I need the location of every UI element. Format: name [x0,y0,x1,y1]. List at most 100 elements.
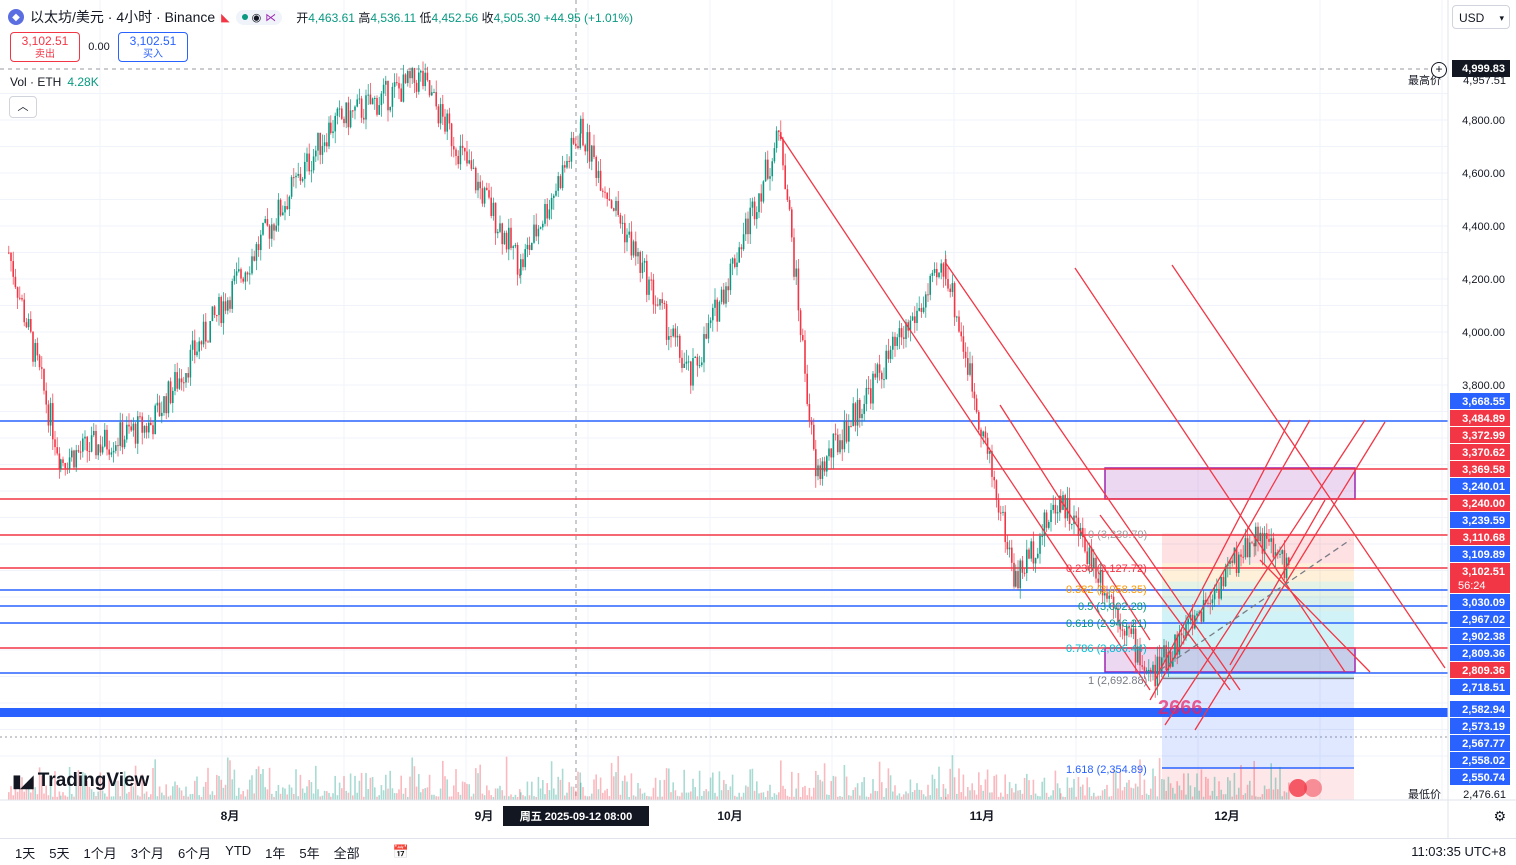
volume-bar [393,793,396,800]
volume-bar [400,775,402,800]
volume-bar [82,772,84,800]
volume-bar [178,787,181,800]
candle-body [586,132,589,152]
candle-body [740,247,743,250]
volume-bar [756,781,758,800]
candle-body [588,132,591,162]
candle-body [1259,532,1261,542]
volume-bar [749,769,751,800]
timeframe-button[interactable]: 3个月 [130,845,164,861]
volume-bar [1056,783,1059,800]
volume-bar [694,787,696,800]
candle-body [535,224,537,237]
volume-bar [363,796,365,800]
candle-body [66,468,69,470]
timeframe-button[interactable]: 5年 [299,845,320,861]
flag-icon[interactable]: ◣ [221,11,230,24]
volume-bar [282,787,284,800]
candle-body [1222,576,1225,587]
price-level-tag-text: 2,582.94 [1462,704,1506,716]
candle-body [139,416,141,418]
volume-bar [338,782,341,800]
volume-bar [635,796,637,800]
timeframe-button[interactable]: 1年 [265,845,286,861]
candle-body [993,476,995,481]
collapse-indicators-button[interactable]: ︿ [9,96,37,118]
candle-body [472,167,475,169]
candle-body [648,279,650,295]
candle-body [1101,570,1104,596]
volume-bar [328,792,330,800]
buy-button[interactable]: 3,102.51 买入 [118,32,188,62]
calendar-icon[interactable]: 📅 [392,844,409,859]
candle-body [198,341,200,352]
candle-body [1068,498,1071,525]
volume-bar [475,768,477,800]
status-pill[interactable]: ◉ ⋉ [235,9,283,25]
volume-bar [1095,796,1097,800]
volume-bar [139,796,141,800]
add-price-alert-icon[interactable]: + [1431,62,1447,78]
volume-bar [909,779,912,800]
timeframe-button[interactable]: 6个月 [177,845,212,861]
volume-bar [1068,787,1071,800]
volume-bar [369,777,372,800]
volume-bar [1224,794,1227,800]
candle-body [422,70,424,87]
candle-body [321,145,324,155]
candle-body [1187,619,1189,625]
volume-bar [1048,796,1050,800]
candle-body [756,212,758,220]
price-level-tag [1450,718,1510,734]
volume-bar [1174,793,1176,800]
volume-bar [1216,796,1218,800]
candle-body [229,300,231,309]
currency-select[interactable]: USD ▾ [1452,5,1510,29]
price-level-tag [1450,594,1510,610]
candle-body [255,244,258,261]
candle-body [420,70,422,73]
volume-bar [255,769,258,800]
volume-bar [180,790,183,800]
price-axis: 4,800.00 4,600.00 4,400.00 4,200.00 4,000.00… [1408,0,1516,838]
volume-bar [604,790,606,800]
settings-gear-icon[interactable]: ⚙ [1493,808,1506,824]
volume-bar [1037,795,1039,800]
fib-zone-1-1618 [1162,678,1354,768]
candle-body [533,224,535,243]
timeframe-button[interactable]: 5天 [49,845,70,861]
volume-bar [1099,795,1102,800]
volume-bar [354,775,356,800]
volume-bar [775,794,778,800]
candle-body [1143,666,1146,671]
timeframe-button[interactable]: 全部 [333,845,360,861]
candle-body [1178,633,1181,655]
sell-button[interactable]: 3,102.51 卖出 [10,32,80,62]
candle-body [929,275,931,295]
candle-body [815,449,817,477]
candle-body [1161,657,1163,672]
volume-bar [1026,773,1028,800]
volume-bar [77,770,80,800]
volume-bar [198,795,200,800]
candle-body [187,373,189,378]
volume-bar [1152,768,1154,800]
volume-bar [938,766,940,800]
candle-body [1253,543,1255,547]
volume-bar [1167,776,1170,800]
symbol-title[interactable]: 以太坊/美元 · 4小时 · Binance [30,9,216,25]
candle-body [152,425,154,435]
timeframe-button[interactable]: 1天 [15,845,36,861]
volume-bar [615,772,617,800]
candle-body [751,201,754,208]
volume-bar [1257,796,1259,800]
timeframe-button[interactable]: 1个月 [83,845,117,861]
clock-readout[interactable]: 11:03:35 UTC+8 [1411,844,1506,859]
candle-body [1008,547,1011,550]
candle-body [652,279,655,305]
candle-body [916,310,918,324]
crosshair-time-tag [503,806,649,826]
volume-bar [1079,786,1082,800]
timeframe-button[interactable]: YTD [225,842,252,858]
